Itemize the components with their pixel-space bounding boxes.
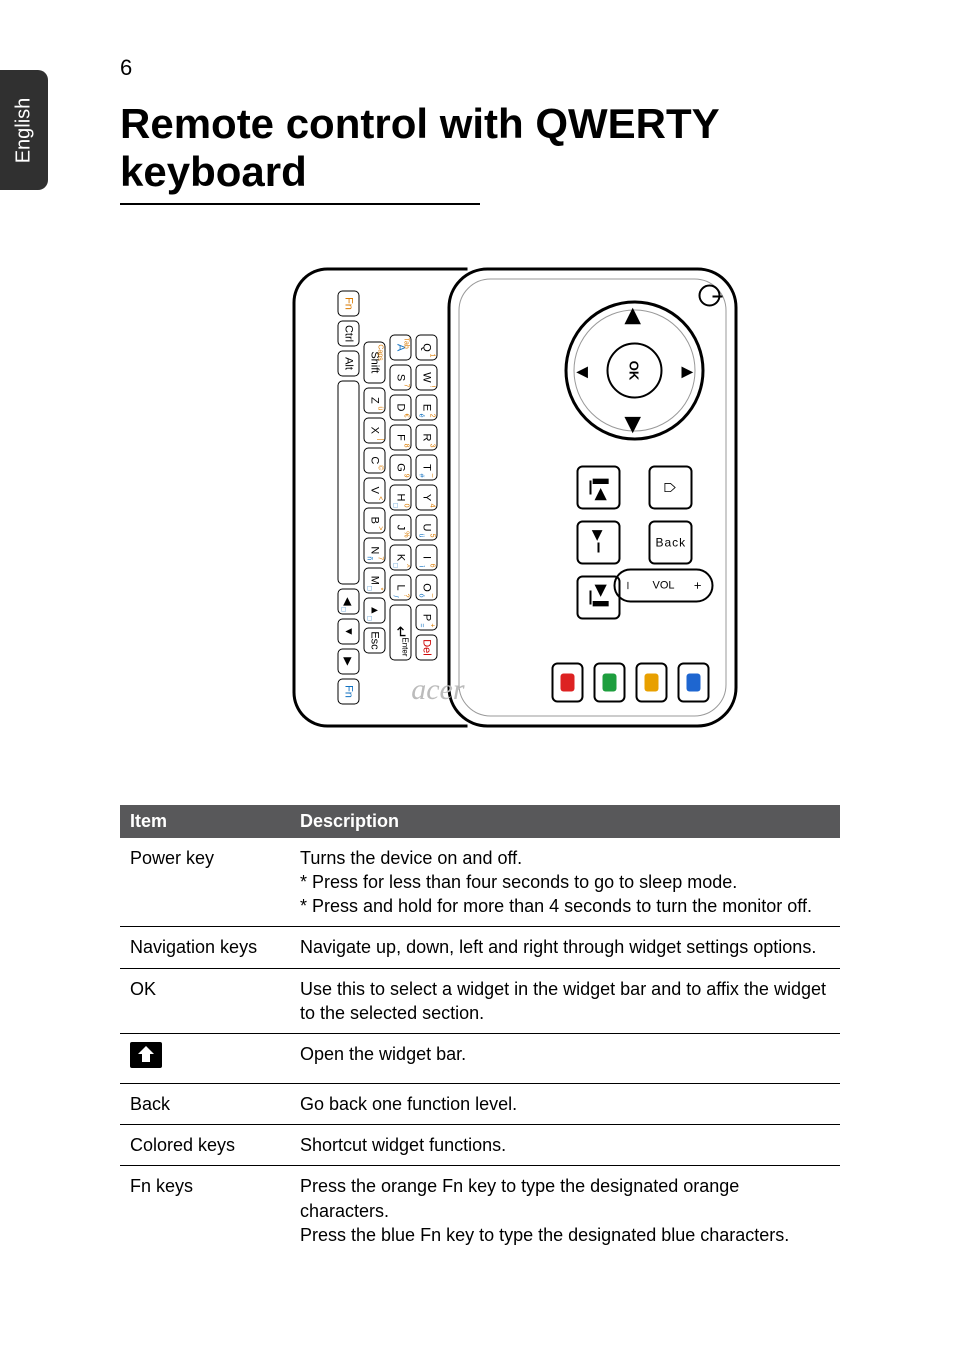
vol-plus[interactable]: +: [691, 581, 706, 589]
color-key-red[interactable]: [552, 662, 584, 702]
color-key-green[interactable]: [594, 662, 626, 702]
key-◀[interactable]: ◀□: [338, 588, 360, 614]
key-S[interactable]: S7: [390, 364, 412, 390]
row-item: Colored keys: [120, 1124, 290, 1165]
page-number: 6: [120, 55, 132, 81]
key-L[interactable]: L?/: [390, 574, 412, 600]
table-row: Navigation keysNavigate up, down, left a…: [120, 927, 840, 968]
table-row: BackGo back one function level.: [120, 1083, 840, 1124]
nav-left-icon[interactable]: ◀: [622, 308, 647, 323]
page-title: Remote control with QWERTY keyboard: [120, 100, 840, 197]
language-label: English: [13, 97, 36, 163]
table-row: Colored keysShortcut widget functions.: [120, 1124, 840, 1165]
prev-track-button[interactable]: ❚◀: [577, 465, 621, 509]
key-Y[interactable]: Y4: [416, 484, 438, 510]
key-U[interactable]: U5ü: [416, 514, 438, 540]
page-content: Remote control with QWERTY keyboard ▲ ▼ …: [120, 100, 840, 1255]
th-description: Description: [290, 805, 840, 838]
table-row: Fn keysPress the orange Fn key to type t…: [120, 1166, 840, 1255]
table-row: Open the widget bar.: [120, 1034, 840, 1083]
row-item: Power key: [120, 838, 290, 927]
color-key-yellow[interactable]: [636, 662, 668, 702]
key-K[interactable]: K^□: [390, 544, 412, 570]
th-item: Item: [120, 805, 290, 838]
dpad[interactable]: ▲ ▼ ◀ ▶ OK: [565, 300, 705, 440]
row-desc: Open the widget bar.: [290, 1034, 840, 1083]
key-X[interactable]: X|: [364, 417, 386, 443]
key-E[interactable]: E2é: [416, 394, 438, 420]
key-B[interactable]: B>: [364, 507, 386, 533]
key-Del[interactable]: Del: [416, 634, 438, 660]
nav-up-icon[interactable]: ▲: [676, 362, 699, 382]
key-Alt[interactable]: Alt: [338, 350, 360, 376]
key-H[interactable]: H0□: [390, 484, 412, 510]
ok-button[interactable]: OK: [607, 342, 663, 398]
remote: ▲ ▼ ◀ ▶ OK ⌂ Back ❚◀ ▶ ▶❚ + VOL –: [293, 267, 738, 727]
key-T[interactable]: T–#: [416, 454, 438, 480]
key-Shift[interactable]: CapsShift: [364, 341, 386, 383]
row-desc: Navigate up, down, left and right throug…: [290, 927, 840, 968]
key-▲[interactable]: ▲□: [364, 597, 386, 623]
table-row: Power keyTurns the device on and off.* P…: [120, 838, 840, 927]
play-pause-button[interactable]: ▶: [577, 520, 621, 564]
home-icon: [130, 1042, 162, 1068]
language-tab: English: [0, 70, 48, 190]
key-▼[interactable]: ▼: [338, 618, 360, 644]
kb-row2: TabA S7 D€ F8 G9 H0□ J% K^□ L?/ Enter↵: [390, 290, 412, 704]
remote-face: ▲ ▼ ◀ ▶ OK ⌂ Back ❚◀ ▶ ▶❚ + VOL –: [448, 267, 738, 727]
vol-label: VOL: [653, 579, 675, 591]
key-W[interactable]: W!: [416, 364, 438, 390]
remote-keyboard: Q1 W! E2é R3 T–# Y4 U5ü I6ì O–ó P+= Del TabA S7 D€ F8 G…: [293, 267, 468, 727]
nav-down-icon[interactable]: ▼: [571, 362, 594, 382]
color-keys: [552, 662, 710, 702]
kb-row4: Fn Ctrl Alt ◀□ ▼ ▶ Fn: [338, 290, 360, 704]
key-G[interactable]: G9: [390, 454, 412, 480]
key-Esc[interactable]: Esc: [364, 627, 386, 653]
key-C[interactable]: C©: [364, 447, 386, 473]
key-V[interactable]: V<: [364, 477, 386, 503]
key-R[interactable]: R3: [416, 424, 438, 450]
row-item: Navigation keys: [120, 927, 290, 968]
key-space[interactable]: [338, 380, 360, 584]
row-desc: Turns the device on and off.* Press for …: [290, 838, 840, 927]
key-P[interactable]: P+=: [416, 604, 438, 630]
color-key-blue[interactable]: [678, 662, 710, 702]
back-button[interactable]: Back: [649, 520, 693, 564]
key-J[interactable]: J%: [390, 514, 412, 540]
nav-right-icon[interactable]: ▶: [622, 417, 647, 432]
key-F[interactable]: F8: [390, 424, 412, 450]
row-item: Fn keys: [120, 1166, 290, 1255]
table-row: OKUse this to select a widget in the wid…: [120, 968, 840, 1034]
key-D[interactable]: D€: [390, 394, 412, 420]
key-Q[interactable]: Q1: [416, 334, 438, 360]
row-desc: Go back one function level.: [290, 1083, 840, 1124]
row-item: Back: [120, 1083, 290, 1124]
key-Ctrl[interactable]: Ctrl: [338, 320, 360, 346]
key-I[interactable]: I6ì: [416, 544, 438, 570]
home-button[interactable]: ⌂: [649, 465, 693, 509]
vol-minus[interactable]: –: [622, 581, 637, 588]
brand-logo: acer: [411, 672, 464, 706]
row-item: [120, 1034, 290, 1083]
key-▶[interactable]: ▶: [338, 648, 360, 674]
key-Fn[interactable]: Fn: [338, 290, 360, 316]
row-desc: Press the orange Fn key to type the desi…: [290, 1166, 840, 1255]
key-Enter[interactable]: Enter↵: [390, 604, 412, 660]
key-M[interactable]: M*□: [364, 567, 386, 593]
kb-row1: Q1 W! E2é R3 T–# Y4 U5ü I6ì O–ó P+= Del: [416, 290, 438, 704]
key-Fn[interactable]: Fn: [338, 678, 360, 704]
title-underline: [120, 203, 480, 205]
row-desc: Shortcut widget functions.: [290, 1124, 840, 1165]
volume-rocker[interactable]: + VOL –: [614, 568, 714, 602]
home-icon: ⌂: [659, 481, 682, 493]
remote-figure: ▲ ▼ ◀ ▶ OK ⌂ Back ❚◀ ▶ ▶❚ + VOL –: [190, 215, 840, 780]
key-A[interactable]: TabA: [390, 334, 412, 360]
row-desc: Use this to select a widget in the widge…: [290, 968, 840, 1034]
key-N[interactable]: N7ñ: [364, 537, 386, 563]
row-item: OK: [120, 968, 290, 1034]
key-description-table: Item Description Power keyTurns the devi…: [120, 805, 840, 1256]
kb-row3: CapsShift Zü X| C© V< B> N7ñ M*□ ▲□ Esc: [364, 290, 386, 704]
key-O[interactable]: O–ó: [416, 574, 438, 600]
key-Z[interactable]: Zü: [364, 387, 386, 413]
